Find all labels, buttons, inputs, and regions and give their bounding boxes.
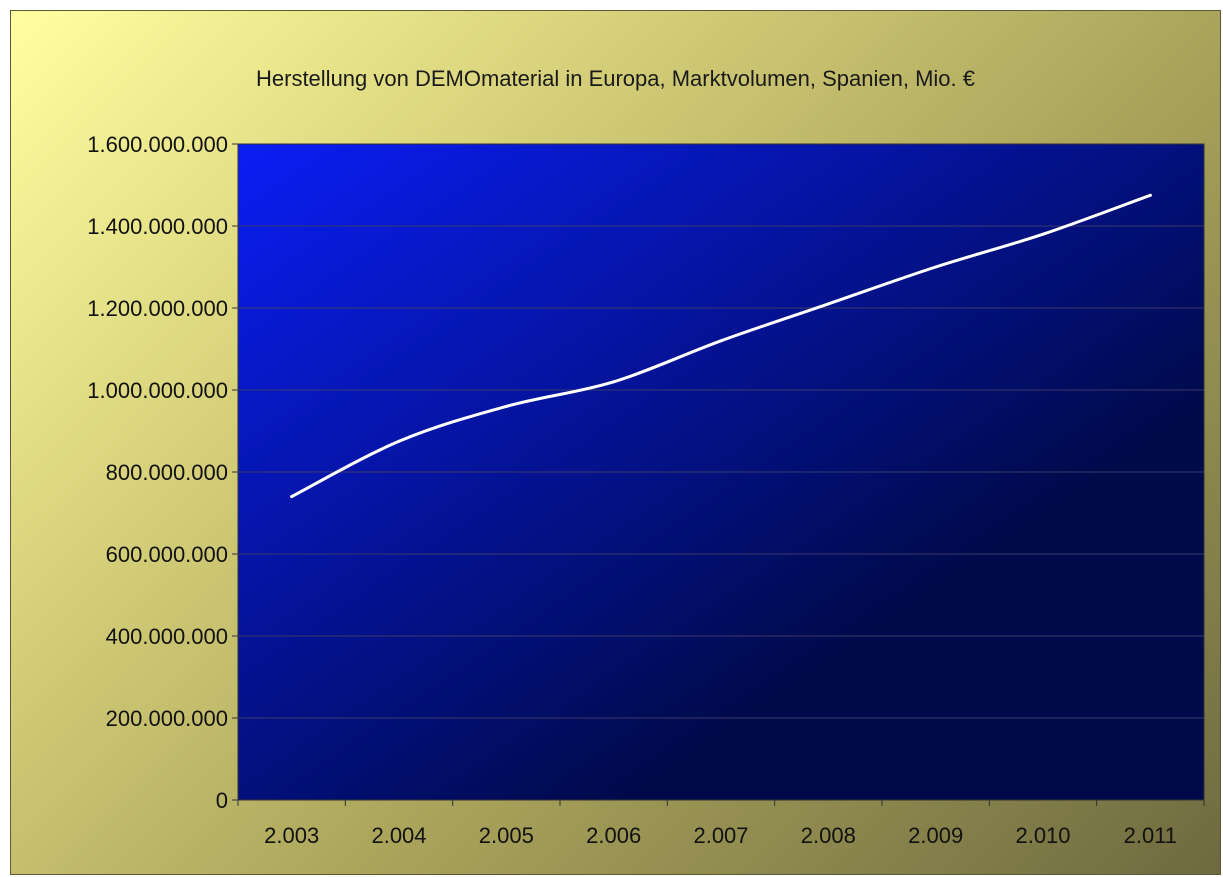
data-point xyxy=(612,380,616,384)
x-tick-label: 2.008 xyxy=(801,823,856,848)
x-tick-label: 2.005 xyxy=(479,823,534,848)
data-point xyxy=(1148,193,1152,197)
x-tick-label: 2.011 xyxy=(1124,823,1177,848)
x-tick-label: 2.009 xyxy=(908,823,963,848)
grid-layer xyxy=(238,225,1204,719)
data-point xyxy=(397,439,401,443)
data-point xyxy=(826,302,830,306)
y-tick-label: 200.000.000 xyxy=(106,706,228,731)
data-point xyxy=(934,265,938,269)
x-tick-label: 2.010 xyxy=(1015,823,1070,848)
chart-frame: Herstellung von DEMOmaterial in Europa, … xyxy=(10,10,1221,875)
y-tick-label: 600.000.000 xyxy=(106,542,228,567)
x-tick-label: 2.006 xyxy=(586,823,641,848)
y-tick-label: 0 xyxy=(216,788,228,813)
data-point xyxy=(290,495,294,499)
series-layer xyxy=(290,193,1152,499)
x-tick-label: 2.007 xyxy=(693,823,748,848)
x-tick-label: 2.003 xyxy=(264,823,319,848)
y-tick-label: 800.000.000 xyxy=(106,460,228,485)
chart-title: Herstellung von DEMOmaterial in Europa, … xyxy=(256,66,975,91)
x-tick-label: 2.004 xyxy=(371,823,426,848)
chart-svg: 0 200.000.000 400.000.000 600.000.000 800.00… xyxy=(87,132,1205,848)
y-tick-label: 1.200.000.000 xyxy=(87,296,228,321)
axis-layer: 0 200.000.000 400.000.000 600.000.000 800.00… xyxy=(87,132,1205,848)
data-point xyxy=(1041,232,1045,236)
y-tick-label: 1.000.000.000 xyxy=(87,378,228,403)
data-point xyxy=(504,404,508,408)
y-tick-label: 1.600.000.000 xyxy=(87,132,228,157)
y-tick-label: 400.000.000 xyxy=(106,624,228,649)
data-point xyxy=(719,339,723,343)
y-tick-label: 1.400.000.000 xyxy=(87,214,228,239)
